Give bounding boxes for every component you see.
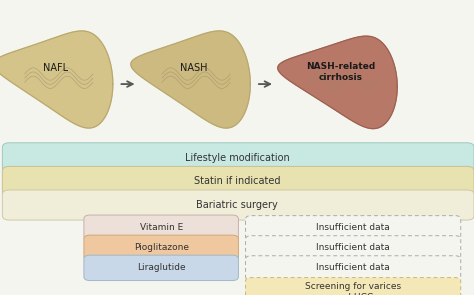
Text: Insufficient data: Insufficient data — [316, 223, 390, 232]
FancyBboxPatch shape — [246, 236, 461, 260]
Text: Lifestyle modification: Lifestyle modification — [185, 153, 289, 163]
Text: Screening for varices
and HCC: Screening for varices and HCC — [305, 282, 401, 295]
FancyBboxPatch shape — [2, 190, 474, 220]
FancyBboxPatch shape — [246, 216, 461, 240]
Text: Insufficient data: Insufficient data — [316, 243, 390, 252]
Polygon shape — [0, 31, 113, 128]
FancyBboxPatch shape — [246, 278, 461, 295]
Polygon shape — [131, 31, 250, 128]
Text: Pioglitazone: Pioglitazone — [134, 243, 189, 252]
Text: NAFL: NAFL — [43, 63, 69, 73]
FancyBboxPatch shape — [2, 143, 474, 173]
Text: Vitamin E: Vitamin E — [139, 223, 183, 232]
FancyBboxPatch shape — [84, 215, 238, 240]
FancyBboxPatch shape — [84, 255, 238, 281]
FancyBboxPatch shape — [246, 256, 461, 280]
Text: Liraglutide: Liraglutide — [137, 263, 185, 272]
Text: NASH-related
cirrhosis: NASH-related cirrhosis — [306, 62, 375, 82]
FancyBboxPatch shape — [84, 235, 238, 260]
Text: NASH: NASH — [180, 63, 207, 73]
Text: Bariatric surgery: Bariatric surgery — [196, 200, 278, 210]
Text: Statin if indicated: Statin if indicated — [194, 176, 280, 186]
FancyBboxPatch shape — [2, 166, 474, 196]
Polygon shape — [278, 36, 397, 129]
Text: Insufficient data: Insufficient data — [316, 263, 390, 272]
